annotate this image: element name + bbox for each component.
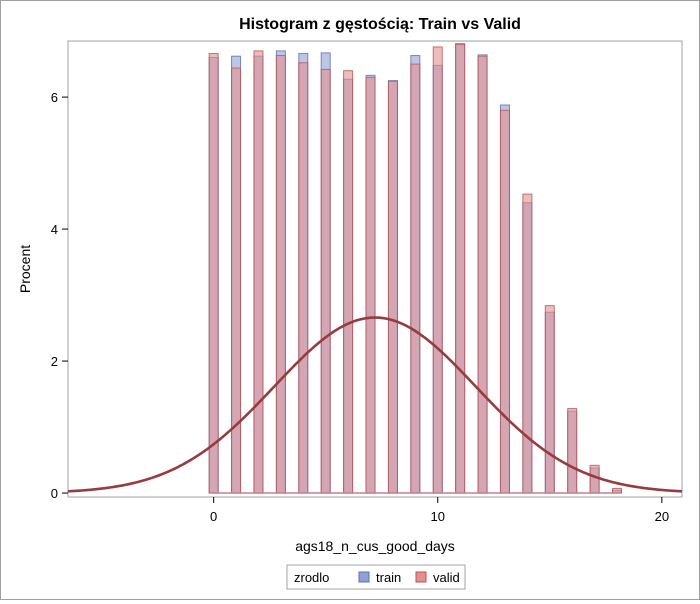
x-tick-label: 0 <box>210 509 217 524</box>
x-tick-label: 20 <box>655 509 669 524</box>
x-axis-label: ags18_n_cus_good_days <box>295 538 455 554</box>
legend-title: zrodlo <box>294 570 329 585</box>
bar-valid <box>275 55 286 494</box>
x-axis: 0 10 20 <box>210 497 669 524</box>
bar-valid <box>544 305 555 494</box>
bar-valid <box>522 193 533 494</box>
density-curve-valid <box>67 316 683 493</box>
legend: zrodlo train valid <box>286 564 466 590</box>
bar-valid <box>477 55 488 494</box>
bar-valid <box>208 53 219 494</box>
bar-valid <box>320 68 331 494</box>
bar-valid <box>410 63 421 494</box>
y-axis-label: Procent <box>17 245 33 293</box>
legend-label-valid: valid <box>433 570 460 585</box>
y-tick-label: 0 <box>51 486 58 501</box>
bar-valid <box>387 80 398 494</box>
valid-bars <box>208 43 623 494</box>
chart-title: Histogram z gęstością: Train vs Valid <box>239 16 521 33</box>
bar-valid <box>567 408 578 494</box>
x-tick-label: 10 <box>431 509 445 524</box>
legend-box <box>286 564 466 590</box>
legend-label-train: train <box>376 570 401 585</box>
y-tick-label: 2 <box>51 354 58 369</box>
bar-valid <box>455 43 466 494</box>
bar-valid <box>343 70 354 494</box>
legend-swatch-valid <box>415 571 427 583</box>
bar-valid <box>589 464 600 494</box>
bar-valid <box>432 46 443 494</box>
density-curves <box>67 316 683 493</box>
bar-valid <box>298 62 309 494</box>
bar-valid <box>253 50 264 494</box>
y-axis: 0 2 4 6 <box>51 90 68 501</box>
y-tick-label: 4 <box>51 222 58 237</box>
y-tick-label: 6 <box>51 90 58 105</box>
bar-valid <box>365 76 376 494</box>
bar-valid <box>499 109 510 494</box>
plot-area <box>67 40 683 498</box>
legend-swatch-train <box>358 571 370 583</box>
